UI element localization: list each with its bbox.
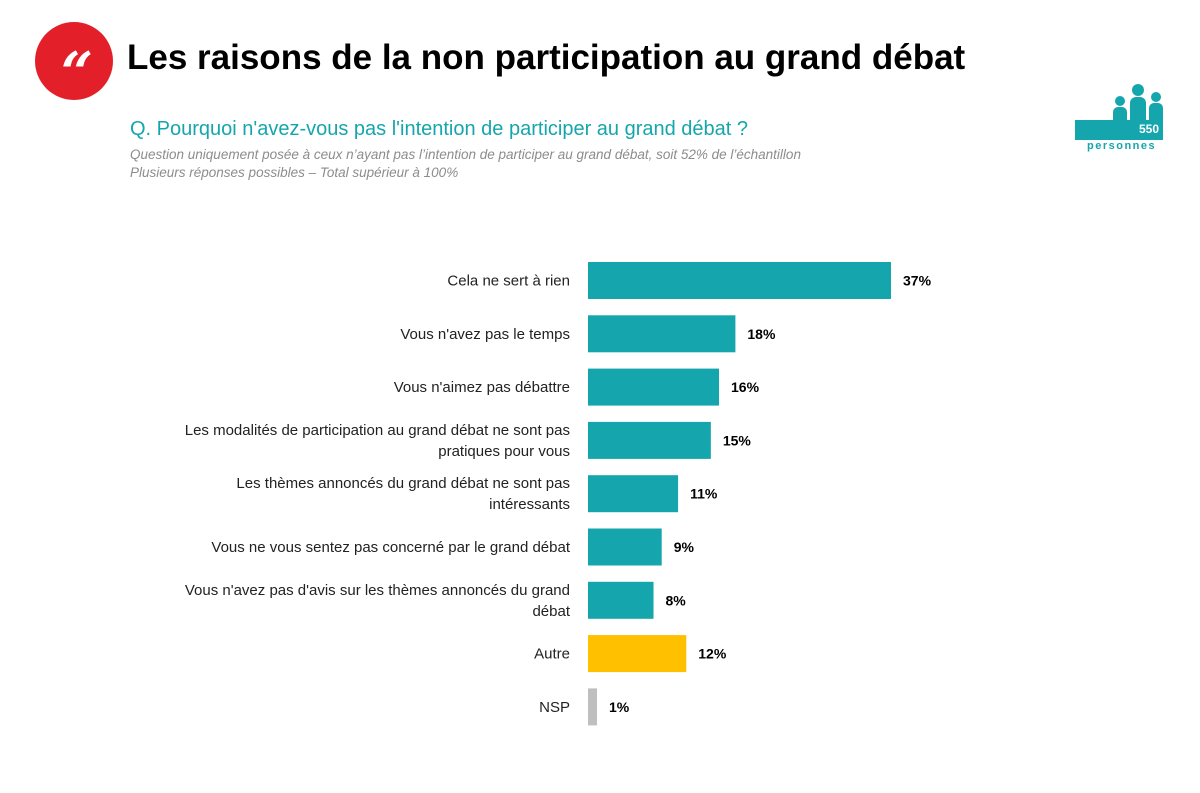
question-note: Question uniquement posée à ceux n’ayant… xyxy=(130,147,801,162)
category-label: Vous n'aimez pas débattre xyxy=(394,379,570,396)
category-label: Vous n'avez pas le temps xyxy=(400,326,570,343)
category-label: Vous ne vous sentez pas concerné par le … xyxy=(211,539,570,556)
bar xyxy=(588,688,597,726)
bar xyxy=(588,475,679,513)
category-label: Les thèmes annoncés du grand débat ne so… xyxy=(236,475,570,513)
page-title: Les raisons de la non participation au g… xyxy=(127,38,966,77)
value-label: 37% xyxy=(903,273,932,289)
person-icon xyxy=(1149,103,1163,121)
person-icon xyxy=(1130,97,1146,121)
value-label: 1% xyxy=(609,699,630,715)
category-label: Vous n'avez pas d'avis sur les thèmes an… xyxy=(185,582,571,620)
value-label: 15% xyxy=(723,432,752,448)
category-label: NSP xyxy=(539,699,570,716)
bar xyxy=(588,635,687,673)
quote-mark: “ xyxy=(60,40,94,100)
sample-size-badge: 550 personnes xyxy=(1075,82,1165,154)
value-label: 11% xyxy=(690,486,718,502)
value-label: 8% xyxy=(666,592,687,608)
value-label: 12% xyxy=(698,646,727,662)
bar xyxy=(588,315,736,353)
bar xyxy=(588,528,662,566)
bar xyxy=(588,421,711,459)
bar xyxy=(588,368,720,406)
person-icon xyxy=(1151,92,1161,102)
person-icon xyxy=(1132,84,1144,96)
value-label: 18% xyxy=(747,326,776,342)
sample-bar: 550 xyxy=(1075,120,1163,140)
multiple-answers-note: Plusieurs réponses possibles – Total sup… xyxy=(130,165,459,180)
value-label: 16% xyxy=(731,379,760,395)
quote-badge-icon: “ xyxy=(35,22,113,100)
category-label: Cela ne sert à rien xyxy=(447,273,570,290)
category-label: Autre xyxy=(534,646,570,663)
sample-count: 550 xyxy=(1138,122,1159,136)
bar xyxy=(588,262,891,299)
sample-label: personnes xyxy=(1087,140,1157,152)
person-icon xyxy=(1115,96,1125,106)
question-text: Q. Pourquoi n'avez-vous pas l'intention … xyxy=(130,118,749,140)
category-label: Les modalités de participation au grand … xyxy=(185,422,570,460)
bar xyxy=(588,581,654,619)
value-label: 9% xyxy=(674,539,695,555)
person-icon xyxy=(1113,107,1127,121)
